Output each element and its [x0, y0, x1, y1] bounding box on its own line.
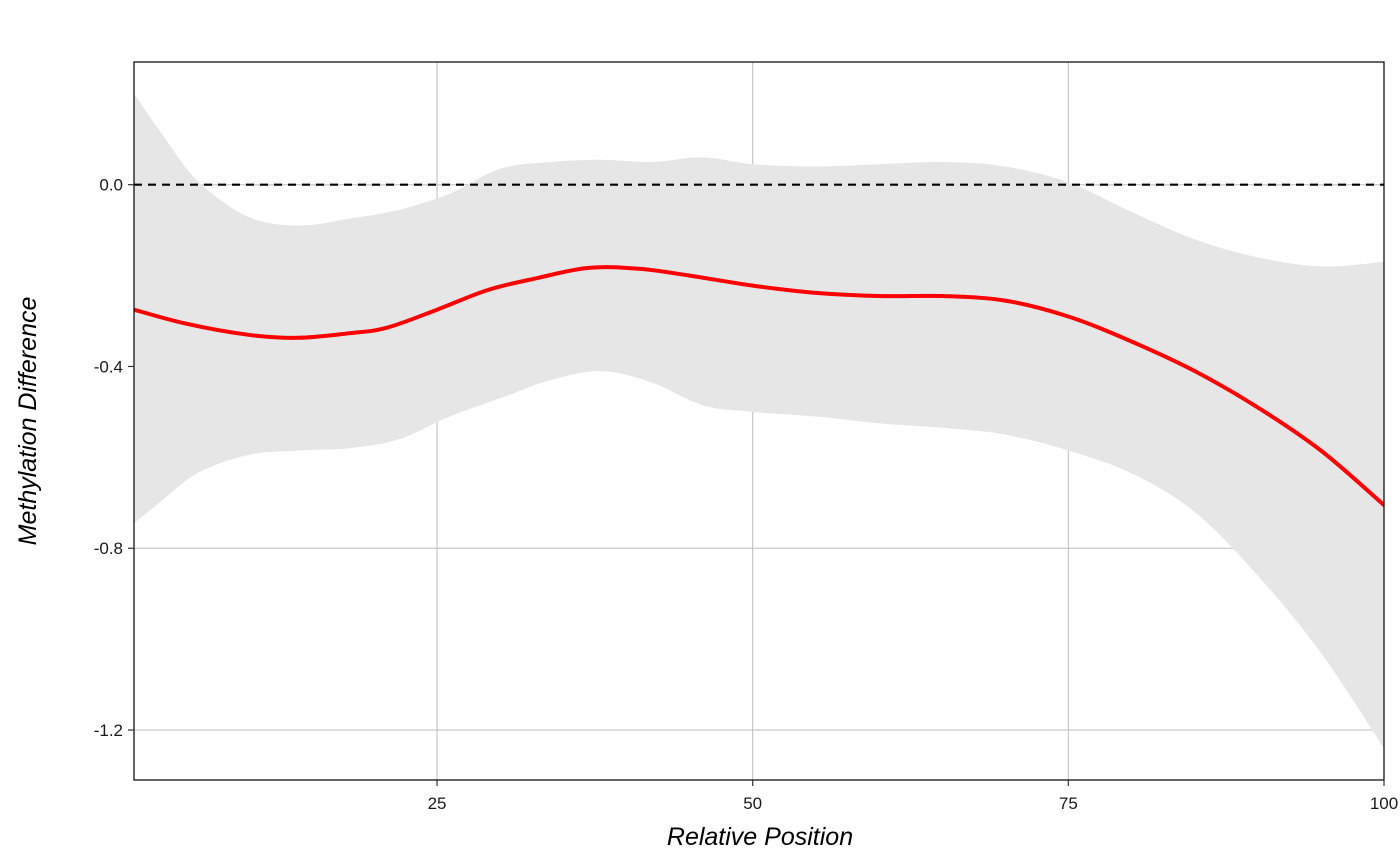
- y-axis-title: Methylation Difference: [14, 297, 42, 546]
- confidence-band: [134, 93, 1384, 749]
- x-tick-label-2: 75: [1059, 794, 1078, 813]
- series-line-layer: [134, 265, 1384, 508]
- x-tick-label-0: 25: [428, 794, 447, 813]
- x-tick-label-1: 50: [743, 794, 762, 813]
- y-tick-label-3: -1.2: [94, 721, 123, 740]
- x-axis-title: Relative Position: [667, 823, 853, 851]
- axis-ticks: 25 50 75 100 0.0 -0.4 -0.8 -1.2: [94, 176, 1398, 813]
- series-line-0: [134, 265, 1384, 508]
- y-tick-label-0: 0.0: [99, 176, 123, 195]
- x-tick-label-3: 100: [1370, 794, 1398, 813]
- plot-panel-border: [133, 61, 1385, 781]
- y-tick-label-1: -0.4: [94, 357, 123, 376]
- confidence-band-layer: [134, 93, 1384, 749]
- y-tick-label-2: -0.8: [94, 539, 123, 558]
